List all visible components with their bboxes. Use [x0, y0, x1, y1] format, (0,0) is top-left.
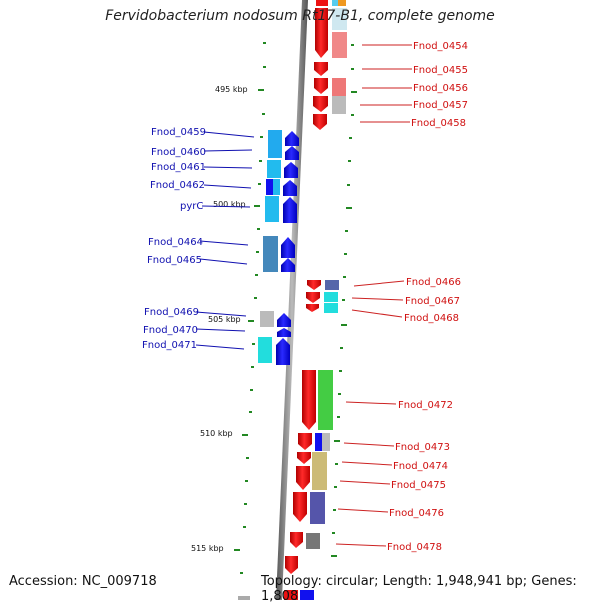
feature-block — [265, 196, 279, 222]
scale-label: 500 kbp — [213, 200, 246, 209]
feature-block — [332, 96, 346, 114]
gene-label-fnod-0457[interactable]: Fnod_0457 — [413, 100, 468, 111]
feature-block — [284, 590, 298, 600]
feature-block — [306, 533, 320, 549]
feature-block — [268, 130, 282, 158]
feature-block — [312, 452, 327, 490]
leader-lines-left — [195, 131, 255, 350]
accession-text: Accession: NC_009718 — [9, 574, 157, 589]
gene-label-fnod-0465[interactable]: Fnod_0465 — [147, 255, 202, 266]
scale-label: 515 kbp — [191, 544, 224, 553]
gene-label-fnod-0470[interactable]: Fnod_0470 — [143, 325, 198, 336]
gene-arrow-fnod-0458[interactable] — [313, 114, 327, 130]
gene-label-fnod-0467[interactable]: Fnod_0467 — [405, 296, 460, 307]
gene-arrow-fnod-0459[interactable] — [285, 131, 299, 146]
gene-arrow-fnod-0469[interactable] — [277, 313, 291, 327]
feature-block — [310, 492, 325, 524]
scale-ticks — [234, 42, 357, 574]
gene-label-fnod-0464[interactable]: Fnod_0464 — [148, 237, 203, 248]
feature-block — [316, 0, 328, 6]
gene-arrow-fnod-0471[interactable] — [276, 338, 290, 365]
gene-arrow-fnod-0456[interactable] — [314, 78, 328, 94]
feature-block — [315, 433, 322, 451]
gene-arrow-fnod-0467[interactable] — [306, 292, 320, 303]
map-title: Fervidobacterium nodosum Rt17-B1, comple… — [105, 8, 495, 24]
feature-block — [273, 179, 280, 195]
gene-arrow[interactable] — [285, 556, 298, 574]
gene-label-fnod-0460[interactable]: Fnod_0460 — [151, 147, 206, 158]
gene-arrow-fnod-0457[interactable] — [313, 96, 328, 112]
gene-arrow-fnod-0474[interactable] — [297, 452, 311, 464]
gene-label-fnod-0471[interactable]: Fnod_0471 — [142, 340, 197, 351]
gene-arrow-fnod-0473[interactable] — [298, 433, 312, 450]
gene-arrow-fnod-0470[interactable] — [277, 328, 291, 337]
gene-arrow-fnod-0465[interactable] — [281, 258, 295, 272]
gene-arrow-fnod-0478[interactable] — [290, 532, 303, 548]
feature-block — [267, 160, 281, 178]
gene-label-fnod-0475[interactable]: Fnod_0475 — [391, 480, 446, 491]
scale-label: 495 kbp — [215, 85, 248, 94]
gene-label-fnod-0473[interactable]: Fnod_0473 — [395, 442, 450, 453]
genome-backbone — [276, 0, 308, 600]
gene-label-pyrc[interactable]: pyrC — [180, 201, 203, 212]
gene-arrow-fnod-0468[interactable] — [306, 304, 319, 312]
gene-label-fnod-0459[interactable]: Fnod_0459 — [151, 127, 206, 138]
gene-label-fnod-0454[interactable]: Fnod_0454 — [413, 41, 468, 52]
feature-block — [332, 78, 346, 96]
feature-block — [325, 280, 339, 290]
gene-arrow-fnod-0462[interactable] — [283, 180, 297, 196]
gene-label-fnod-0468[interactable]: Fnod_0468 — [404, 313, 459, 324]
gene-label-fnod-0461[interactable]: Fnod_0461 — [151, 162, 206, 173]
feature-block — [318, 370, 333, 430]
gene-label-fnod-0456[interactable]: Fnod_0456 — [413, 83, 468, 94]
gene-label-fnod-0462[interactable]: Fnod_0462 — [150, 180, 205, 191]
feature-block — [322, 433, 330, 451]
gene-arrow-fnod-0461[interactable] — [284, 162, 298, 178]
gene-label-fnod-0469[interactable]: Fnod_0469 — [144, 307, 199, 318]
feature-block — [332, 0, 338, 6]
feature-block — [324, 303, 338, 313]
gene-arrow-fnod-0475[interactable] — [296, 466, 310, 490]
gene-label-fnod-0478[interactable]: Fnod_0478 — [387, 542, 442, 553]
feature-block — [263, 236, 278, 272]
leader-lines-right — [335, 44, 412, 547]
gene-arrow-pyrc[interactable] — [283, 197, 297, 223]
feature-block — [266, 179, 273, 195]
feature-block — [332, 32, 347, 58]
gene-arrow-fnod-0454[interactable] — [315, 8, 328, 58]
gene-label-fnod-0476[interactable]: Fnod_0476 — [389, 508, 444, 519]
gene-arrow-fnod-0472[interactable] — [302, 370, 316, 430]
feature-block — [332, 8, 347, 30]
feature-block — [338, 0, 346, 6]
gene-arrow-fnod-0466[interactable] — [307, 280, 321, 290]
scale-label: 505 kbp — [208, 315, 241, 324]
gene-label-fnod-0455[interactable]: Fnod_0455 — [413, 65, 468, 76]
gene-arrow-fnod-0455[interactable] — [314, 62, 328, 76]
feature-block — [258, 337, 272, 363]
feature-block — [324, 292, 338, 302]
feature-block — [300, 590, 314, 600]
gene-arrow-fnod-0464[interactable] — [281, 237, 295, 258]
gene-arrow-fnod-0460[interactable] — [285, 146, 299, 160]
gene-label-fnod-0466[interactable]: Fnod_0466 — [406, 277, 461, 288]
feature-block — [238, 596, 250, 600]
feature-block — [260, 311, 274, 327]
scale-label: 510 kbp — [200, 429, 233, 438]
gene-label-fnod-0472[interactable]: Fnod_0472 — [398, 400, 453, 411]
gene-arrow-fnod-0476[interactable] — [293, 492, 307, 522]
gene-label-fnod-0458[interactable]: Fnod_0458 — [411, 118, 466, 129]
gene-label-fnod-0474[interactable]: Fnod_0474 — [393, 461, 448, 472]
